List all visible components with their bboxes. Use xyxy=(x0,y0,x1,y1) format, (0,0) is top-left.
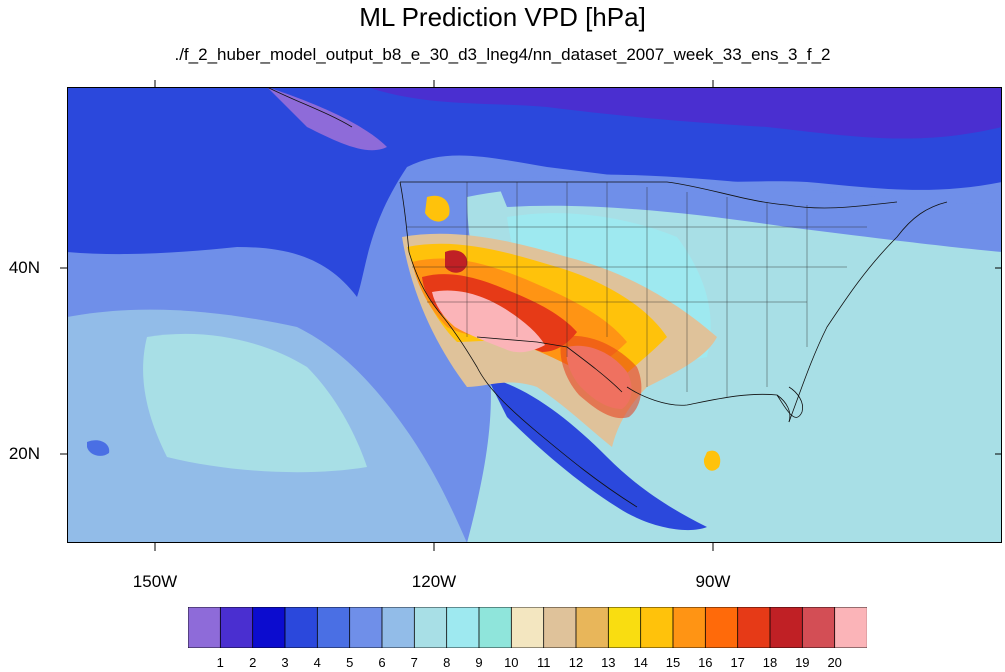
coastline-east xyxy=(788,201,948,423)
colorbar-swatch xyxy=(219,606,254,649)
colorbar-swatch xyxy=(607,606,642,649)
colorbar-tick-label: 8 xyxy=(443,655,451,670)
colorbar xyxy=(187,606,868,649)
alaska-coast xyxy=(266,87,353,128)
colorbar-tick-label: 3 xyxy=(281,655,289,670)
colorbar-tick-label: 7 xyxy=(410,655,418,670)
coastline-gulf xyxy=(626,386,791,423)
colorbar-tick-label: 13 xyxy=(601,655,616,670)
field-north-dark xyxy=(67,87,1002,297)
plot-title: ML Prediction VPD [hPa] xyxy=(359,2,646,32)
colorbar-tick-label: 5 xyxy=(346,655,354,670)
colorbar-tick-label: 14 xyxy=(633,655,648,670)
lat-tick-label: 40N xyxy=(8,258,40,277)
field-north-deep xyxy=(67,87,1002,139)
colorbar-swatch xyxy=(510,606,545,649)
colorbar-swatch xyxy=(478,606,513,649)
colorbar-swatch xyxy=(575,606,610,649)
colorbar-tick-label: 1 xyxy=(216,655,224,670)
colorbar-swatch xyxy=(187,606,222,649)
field-gulf-alaska xyxy=(267,87,387,151)
lon-tick-label: 120W xyxy=(411,572,457,591)
lon-tick-label: 90W xyxy=(695,572,731,591)
colorbar-swatch xyxy=(381,606,416,649)
lat-tick-label: 20N xyxy=(8,444,40,463)
coastlines xyxy=(266,87,948,508)
colorbar-swatch xyxy=(284,606,319,649)
colorbar-tick-label: 12 xyxy=(568,655,584,670)
map-frame xyxy=(67,87,1002,543)
colorbar-tick-label: 2 xyxy=(249,655,257,670)
field-oregon-spot xyxy=(425,195,450,222)
field-gulf xyxy=(626,383,851,533)
border-us-canada xyxy=(400,181,898,209)
colorbar-tick-label: 11 xyxy=(536,655,551,670)
state-lines-1 xyxy=(466,182,808,397)
colorbar-swatch xyxy=(834,606,868,649)
colorbar-swatch xyxy=(543,606,577,649)
colorbar-swatch xyxy=(704,606,739,649)
colorbar-tick-label: 20 xyxy=(827,655,842,670)
field-texas-red xyxy=(560,335,642,419)
field-canada-light xyxy=(497,174,1002,252)
colorbar-tick-label: 9 xyxy=(475,655,483,670)
colorbar-swatch xyxy=(640,606,674,649)
colorbar-tick-label: 15 xyxy=(665,655,681,670)
field-hawaii xyxy=(87,440,110,456)
colorbar-swatch xyxy=(316,606,351,649)
colorbar-swatches xyxy=(187,606,868,649)
colorbar-swatch xyxy=(737,606,771,649)
state-lines-2 xyxy=(407,226,867,303)
coastline-west xyxy=(399,181,638,508)
colorbar-swatch xyxy=(672,606,707,649)
vpd-map xyxy=(67,87,1002,543)
state-borders xyxy=(407,182,867,397)
colorbar-swatch xyxy=(769,606,804,649)
colorbar-swatch xyxy=(413,606,448,649)
colorbar-tick-label: 18 xyxy=(762,655,778,670)
field-mexico-coast xyxy=(487,377,707,531)
florida xyxy=(776,386,804,418)
colorbar-tick-label: 4 xyxy=(313,655,321,670)
field-yucatan-spot xyxy=(703,450,721,471)
colorbar-tick-label: 16 xyxy=(698,655,713,670)
colorbar-tick-label: 19 xyxy=(795,655,810,670)
colorbar-tick-label: 10 xyxy=(504,655,519,670)
plot-subtitle: ./f_2_huber_model_output_b8_e_30_d3_lneg… xyxy=(174,45,831,64)
field-pacific-cyan xyxy=(143,333,367,473)
colorbar-swatch xyxy=(446,606,480,649)
colorbar-tick-label: 17 xyxy=(730,655,745,670)
lon-tick-label: 150W xyxy=(132,572,178,591)
colorbar-swatch xyxy=(349,606,383,649)
colorbar-tick-label: 6 xyxy=(378,655,386,670)
colorbar-swatch xyxy=(801,606,836,649)
colorbar-swatch xyxy=(252,606,286,649)
